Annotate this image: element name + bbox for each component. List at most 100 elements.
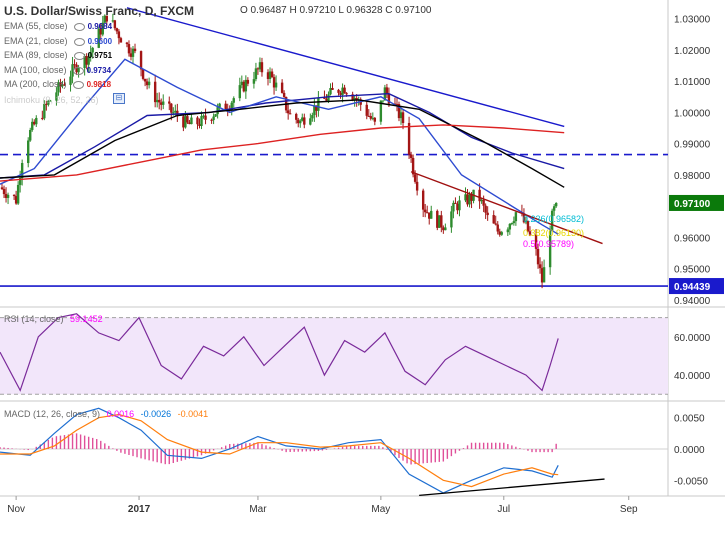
candle-body — [117, 31, 121, 39]
candle-body — [214, 114, 217, 117]
candle-body — [87, 57, 90, 65]
candle-body — [47, 100, 50, 105]
candle-body — [397, 103, 401, 119]
candle-body — [456, 203, 459, 211]
indicator-ema-55[interactable]: EMA (55, close) 0.9684 — [4, 21, 112, 31]
candle-body — [41, 117, 44, 119]
candle-body — [536, 248, 540, 265]
candle-body — [526, 220, 530, 232]
candle-body — [512, 221, 516, 224]
candle-body — [69, 76, 72, 85]
candle-body — [508, 223, 512, 230]
candle-body — [188, 122, 191, 125]
eye-icon[interactable] — [74, 22, 86, 31]
candle-body — [430, 210, 433, 219]
candle-body — [407, 122, 411, 155]
candle-body — [139, 51, 143, 70]
candle-body — [131, 48, 135, 57]
eye-icon[interactable] — [74, 51, 86, 60]
time-tick-label: Jul — [497, 504, 510, 515]
macd-legend[interactable]: MACD (12, 26, close, 9) 0.0016 -0.0026 -… — [4, 409, 208, 419]
candle-body — [428, 212, 431, 219]
candle-body — [12, 194, 16, 197]
candle-body — [423, 209, 427, 213]
candle-body — [200, 116, 203, 126]
candle-body — [170, 103, 173, 113]
candle-body — [103, 15, 106, 23]
macd-signal-value: -0.0041 — [177, 409, 209, 419]
price-tick-label: 1.03000 — [674, 15, 711, 26]
candle-body — [45, 103, 48, 105]
candle-body — [528, 231, 532, 235]
candle-body — [258, 62, 262, 70]
candle-body — [101, 22, 104, 35]
eye-icon[interactable] — [73, 66, 85, 75]
candle-body — [266, 72, 270, 79]
time-tick-label: 2017 — [128, 504, 151, 515]
candle-body — [381, 100, 385, 102]
candle-body — [480, 199, 483, 202]
candle-body — [331, 87, 334, 90]
price-tick-label: 1.02000 — [674, 46, 711, 57]
time-tick-label: Nov — [7, 504, 25, 515]
candle-body — [379, 100, 383, 122]
candle-body — [329, 87, 332, 95]
candle-body — [415, 181, 419, 191]
candle-body — [295, 113, 298, 120]
candle-body — [522, 213, 526, 223]
candle-body — [303, 117, 306, 125]
candle-body — [478, 189, 481, 202]
candle-body — [440, 215, 443, 228]
candle-body — [254, 68, 258, 80]
eye-icon[interactable] — [74, 37, 86, 46]
candle-body — [395, 103, 399, 105]
candle-body — [155, 99, 159, 103]
candle-body — [218, 103, 221, 108]
eye-icon[interactable] — [73, 80, 85, 89]
candle-body — [113, 20, 117, 29]
symbol-title[interactable]: U.S. Dollar/Swiss Franc, D, FXCM — [4, 4, 195, 18]
rsi-legend[interactable]: RSI (14, close) 59.1452 — [4, 314, 103, 324]
price-tick-label: 0.99000 — [674, 140, 711, 151]
macd-tick-label: 0.0050 — [674, 414, 705, 425]
candle-body — [153, 81, 157, 103]
candle-body — [246, 79, 250, 84]
candle-body — [33, 121, 36, 125]
candle-body — [421, 190, 425, 210]
candle-body — [270, 71, 274, 78]
candle-body — [401, 112, 405, 123]
candle-body — [160, 102, 163, 105]
candle-body — [97, 28, 100, 48]
candle-body — [554, 202, 558, 207]
indicator-ema-89[interactable]: EMA (89, close) 0.9751 — [4, 50, 112, 60]
indicator-value: 0.9684 — [87, 22, 113, 31]
candle-body — [355, 98, 358, 100]
candle-body — [444, 227, 447, 231]
rsi-band — [0, 317, 668, 395]
indicator-value: 0.9751 — [87, 51, 113, 60]
indicator-ma-100[interactable]: MA (100, close) 0.9734 — [4, 65, 111, 75]
candle-body — [73, 64, 76, 66]
candle-body — [351, 94, 354, 101]
macd-hist-value: 0.0016 — [106, 409, 135, 419]
collapse-legend-icon[interactable]: ⊟ — [113, 93, 125, 104]
indicator-ichimoku[interactable]: Ichimoku (9, 26, 52, 26) — [4, 95, 99, 105]
candle-body — [16, 184, 20, 204]
candle-body — [174, 110, 177, 113]
candle-body — [272, 77, 276, 88]
indicator-ema-21[interactable]: EMA (21, close) 0.9600 — [4, 36, 112, 46]
candle-body — [309, 118, 312, 125]
macd-line — [0, 407, 559, 494]
time-tick-label: Sep — [620, 504, 638, 515]
rsi-line — [0, 313, 559, 392]
candle-body — [458, 200, 461, 211]
fib-level-label: 0.236(0.96582) — [523, 214, 584, 224]
indicator-ma-200[interactable]: MA (200, close) 0.9818 — [4, 79, 111, 89]
last-price-badge: 0.97100 — [674, 199, 711, 210]
candle-body — [343, 87, 346, 94]
price-tick-label: 0.96000 — [674, 233, 711, 244]
candle-body — [510, 223, 514, 225]
candle-body — [301, 117, 304, 121]
candle-body — [496, 224, 499, 232]
